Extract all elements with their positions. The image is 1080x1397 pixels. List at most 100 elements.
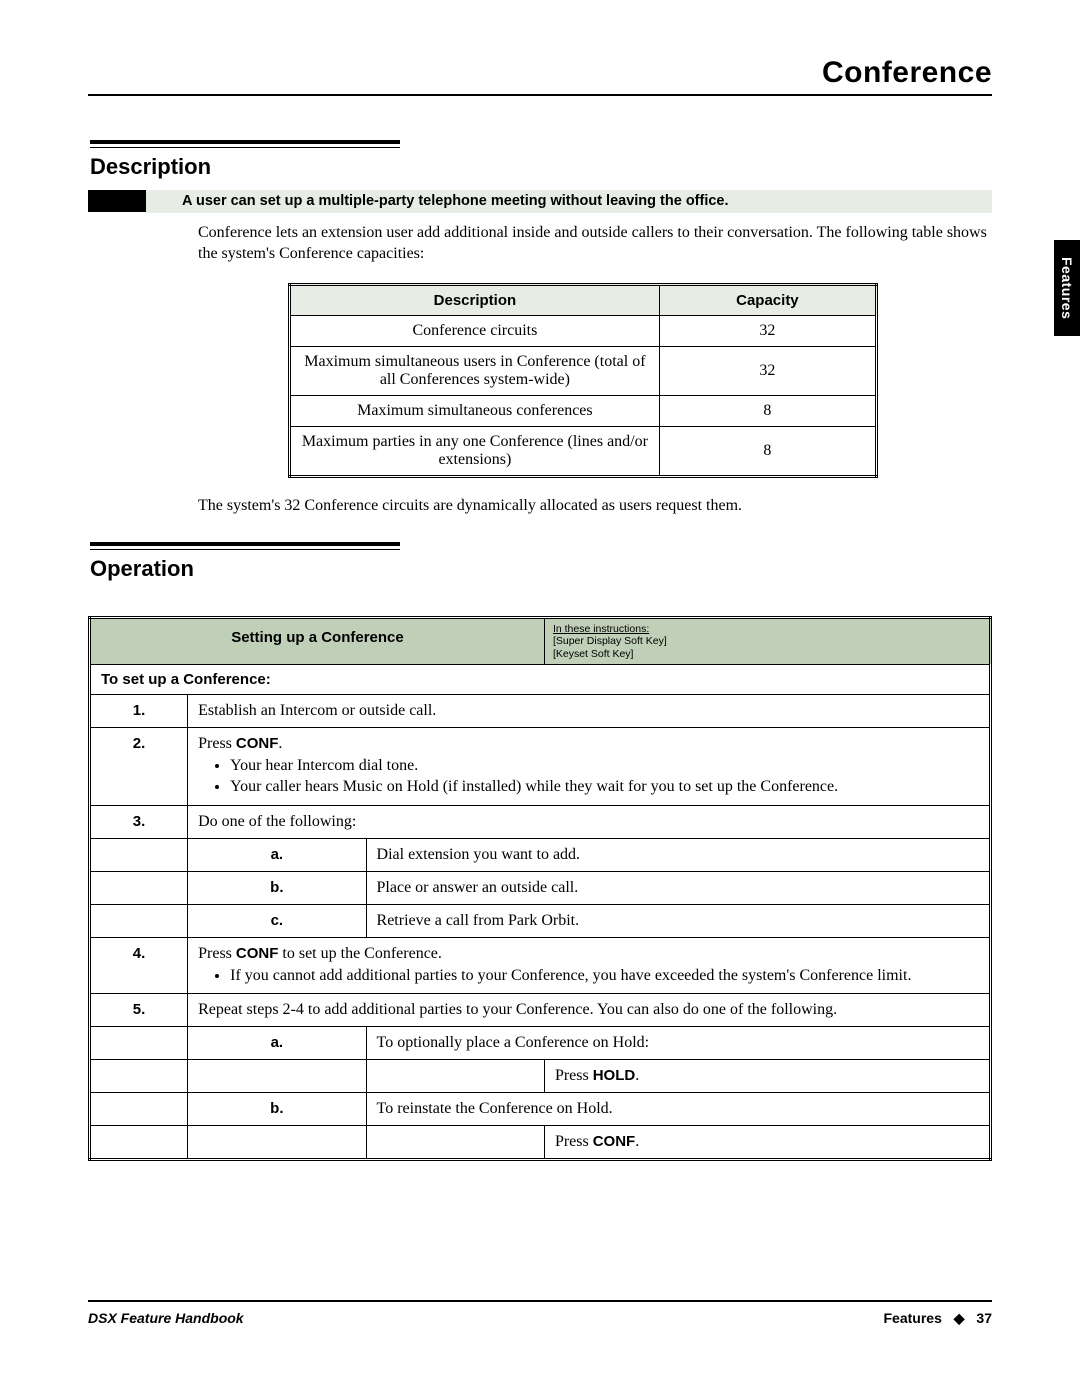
legend-line1: In these instructions:	[553, 623, 649, 635]
s4-bullet: If you cannot add additional parties to …	[230, 965, 979, 987]
op-sub-row: c. Retrieve a call from Park Orbit.	[90, 904, 991, 937]
subsub-text: Press HOLD.	[544, 1060, 990, 1093]
description-callout: A user can set up a multiple-party telep…	[88, 190, 992, 213]
page-footer: DSX Feature Handbook Features ◆ 37	[88, 1300, 992, 1327]
capacity-table: Description Capacity Conference circuits…	[288, 283, 878, 478]
op-step-row: 4. Press CONF to set up the Conference. …	[90, 937, 991, 994]
step-num: 4.	[90, 937, 188, 994]
section-description: Description	[88, 140, 992, 180]
op-step-row: 3. Do one of the following:	[90, 805, 991, 838]
op-title: Setting up a Conference	[90, 618, 545, 664]
s5b-lead: Press	[555, 1133, 593, 1150]
op-step-row: 5. Repeat steps 2-4 to add additional pa…	[90, 994, 991, 1027]
cap-val: 32	[659, 315, 876, 346]
table-row: Maximum simultaneous users in Conference…	[290, 346, 877, 395]
cap-val: 8	[659, 426, 876, 476]
s4-key: CONF	[236, 945, 279, 962]
cap-val: 32	[659, 346, 876, 395]
op-sub-row: a. To optionally place a Conference on H…	[90, 1027, 991, 1060]
callout-text: A user can set up a multiple-party telep…	[146, 190, 992, 213]
footer-label: Features	[884, 1310, 942, 1326]
step-letter: c.	[188, 904, 366, 937]
col-capacity: Capacity	[659, 284, 876, 315]
section-rule	[90, 542, 400, 550]
op-sub-row: b. Place or answer an outside call.	[90, 871, 991, 904]
step-num: 1.	[90, 694, 188, 727]
step-num: 2.	[90, 727, 188, 805]
step-blank	[90, 1060, 188, 1093]
s2-bullet: Your hear Intercom dial tone.	[230, 755, 979, 777]
side-tab-features: Features	[1054, 240, 1080, 336]
sub-text: Retrieve a call from Park Orbit.	[366, 904, 990, 937]
table-row: Conference circuits 32	[290, 315, 877, 346]
s5b-tail: .	[635, 1133, 639, 1150]
step-text: Establish an Intercom or outside call.	[188, 694, 991, 727]
table-header-row: Description Capacity	[290, 284, 877, 315]
s4-tail: to set up the Conference.	[278, 945, 442, 962]
cap-desc: Maximum simultaneous conferences	[290, 395, 660, 426]
s4-lead: Press	[198, 945, 236, 962]
sub-text: To reinstate the Conference on Hold.	[366, 1093, 990, 1126]
description-intro: Conference lets an extension user add ad…	[198, 223, 992, 265]
step-letter: b.	[188, 1093, 366, 1126]
s2-lead: Press	[198, 735, 236, 752]
step-text: Do one of the following:	[188, 805, 991, 838]
footer-diamond-icon: ◆	[954, 1310, 965, 1326]
footer-right: Features ◆ 37	[884, 1310, 993, 1327]
subsub-text: Press CONF.	[544, 1126, 990, 1160]
cap-desc: Maximum simultaneous users in Conference…	[290, 346, 660, 395]
section-operation: Operation	[88, 542, 992, 582]
step-num: 5.	[90, 994, 188, 1027]
sub-text: Dial extension you want to add.	[366, 838, 990, 871]
table-row: Maximum simultaneous conferences 8	[290, 395, 877, 426]
step-blank	[90, 871, 188, 904]
op-header-row: Setting up a Conference In these instruc…	[90, 618, 991, 664]
description-after-table: The system's 32 Conference circuits are …	[198, 496, 992, 517]
op-subhead: To set up a Conference:	[90, 664, 991, 694]
step-text: Press CONF to set up the Conference. If …	[188, 937, 991, 994]
legend-line3: [Keyset Soft Key]	[553, 648, 634, 660]
op-legend: In these instructions: [Super Display So…	[544, 618, 990, 664]
step-text: Press CONF. Your hear Intercom dial tone…	[188, 727, 991, 805]
op-step-row: 2. Press CONF. Your hear Intercom dial t…	[90, 727, 991, 805]
s5a-tail: .	[635, 1067, 639, 1084]
footer-page-num: 37	[976, 1310, 992, 1326]
step-letter: b.	[188, 871, 366, 904]
table-row: Maximum parties in any one Conference (l…	[290, 426, 877, 476]
step-num: 3.	[90, 805, 188, 838]
legend-line2: [Super Display Soft Key]	[553, 635, 667, 647]
step-blank	[90, 1027, 188, 1060]
page-title: Conference	[88, 56, 992, 96]
section-title-operation: Operation	[90, 556, 992, 582]
op-subhead-row: To set up a Conference:	[90, 664, 991, 694]
step-letter: a.	[188, 1027, 366, 1060]
step-blank	[90, 1093, 188, 1126]
callout-blackbox	[88, 190, 146, 212]
sub-text: Place or answer an outside call.	[366, 871, 990, 904]
op-subsub-row: Press HOLD.	[90, 1060, 991, 1093]
op-step-row: 1. Establish an Intercom or outside call…	[90, 694, 991, 727]
s2-key: CONF	[236, 735, 279, 752]
s5a-key: HOLD	[593, 1067, 636, 1084]
operation-table: Setting up a Conference In these instruc…	[88, 616, 992, 1161]
footer-left: DSX Feature Handbook	[88, 1310, 244, 1327]
page-body: Conference Description A user can set up…	[88, 56, 992, 1161]
cap-desc: Maximum parties in any one Conference (l…	[290, 426, 660, 476]
cap-val: 8	[659, 395, 876, 426]
section-rule	[90, 140, 400, 148]
step-blank	[188, 1060, 366, 1093]
sub-text: To optionally place a Conference on Hold…	[366, 1027, 990, 1060]
section-title-description: Description	[90, 154, 992, 180]
s2-bullet: Your caller hears Music on Hold (if inst…	[230, 776, 979, 798]
step-blank	[188, 1126, 366, 1160]
s2-tail: .	[278, 735, 282, 752]
step-blank	[90, 1126, 188, 1160]
col-description: Description	[290, 284, 660, 315]
step-letter: a.	[188, 838, 366, 871]
op-sub-row: b. To reinstate the Conference on Hold.	[90, 1093, 991, 1126]
step-blank	[366, 1060, 544, 1093]
s5a-lead: Press	[555, 1067, 593, 1084]
op-sub-row: a. Dial extension you want to add.	[90, 838, 991, 871]
cap-desc: Conference circuits	[290, 315, 660, 346]
step-text: Repeat steps 2-4 to add additional parti…	[188, 994, 991, 1027]
